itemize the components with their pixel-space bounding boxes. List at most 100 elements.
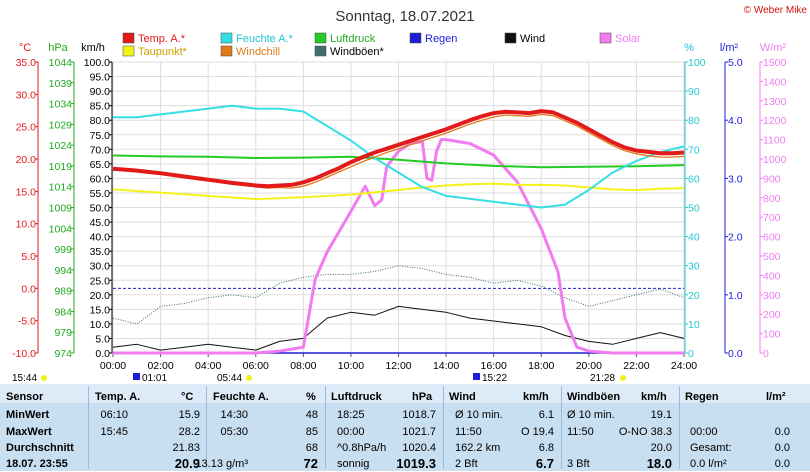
solar-axis-tick-label: 600	[763, 232, 781, 244]
humidity-axis-tick-label: 30	[688, 261, 700, 273]
rain-axis-tick-label: 3.0	[728, 173, 743, 185]
chart-grid	[112, 61, 685, 354]
stat-hum: 85	[305, 426, 318, 438]
header-temp-unit: °C	[181, 391, 194, 403]
solar-axis-tick-label: 300	[763, 290, 781, 302]
humidity-axis-tick-label: 60	[688, 173, 700, 185]
col-divider	[325, 386, 326, 469]
wind-axis-unit: km/h	[81, 42, 105, 54]
sunrise-time-label: 05:44	[217, 373, 242, 384]
temp-axis-tick-label: -10.0	[12, 348, 36, 360]
chart-series	[112, 104, 685, 355]
sunset-icon	[620, 375, 626, 381]
x-tick-label: 16:00	[481, 360, 507, 372]
wind-axis-tick-label: 5.0	[95, 333, 110, 345]
series-windböen	[112, 265, 685, 325]
wind-axis-tick-label: 20.0	[90, 290, 111, 302]
stat-press: 1020.4	[402, 442, 436, 454]
header-sensor: Sensor	[6, 391, 44, 403]
wind-axis-tick-label: 10.0	[90, 319, 111, 331]
x-tick-label: 02:00	[147, 360, 173, 372]
stat-rain-a: 0.0 l/m²	[690, 458, 727, 470]
stat-rain: 0.0	[774, 426, 790, 438]
header-rain: Regen	[685, 391, 719, 403]
stat-temp: 21.83	[172, 442, 200, 454]
sunset-time-label: 21:28	[590, 373, 615, 384]
stat-gust: O-NO 38.3	[618, 426, 672, 438]
humidity-axis-tick-label: 70	[688, 144, 700, 156]
chart-legend: Temp. A.* Feuchte A.* Luftdruck Regen Wind So…	[122, 32, 641, 58]
pressure-axis-tick-label: 979	[54, 327, 72, 339]
wind-axis-tick-label: 0.0	[95, 348, 110, 360]
legend-swatch	[122, 45, 135, 57]
stat-gust-a: 11:50	[567, 426, 594, 438]
legend-swatch	[314, 45, 327, 57]
humidity-axis-tick-label: 80	[688, 115, 700, 127]
x-tick-label: 22:00	[623, 360, 649, 372]
stat-press-time: ^0.8hPa/h	[337, 442, 387, 454]
rain-axis-tick-label: 4.0	[728, 115, 743, 127]
x-tick-label: 14:00	[433, 360, 459, 372]
solar-axis-tick-label: 1000	[763, 154, 787, 166]
pressure-axis-tick-label: 1019	[49, 161, 73, 173]
stat-wind-a: 2 Bft	[455, 458, 478, 470]
solar-axis-tick-label: 400	[763, 270, 781, 282]
rain-axis-tick-label: 0.0	[728, 348, 743, 360]
stat-hum: 48	[305, 409, 318, 421]
wind-axis-tick-label: 75.0	[90, 130, 111, 142]
pressure-axis-tick-label: 1029	[49, 119, 73, 131]
header-gust-unit: km/h	[641, 391, 667, 403]
stat-rain: 0.0	[774, 442, 790, 454]
stat-temp-time: 15:45	[100, 426, 128, 438]
stat-hum-time: 05:30	[220, 426, 248, 438]
x-tick-label: 12:00	[385, 360, 411, 372]
chart-title: Sonntag, 18.07.2021	[335, 8, 474, 25]
legend-label: Windchill	[236, 46, 280, 58]
pressure-axis-tick-label: 1014	[49, 182, 73, 194]
stat-rain-a: Gesamt:	[690, 442, 732, 454]
stat-wind-a: Ø 10 min.	[455, 409, 503, 421]
series-luftdruck	[112, 154, 685, 169]
moonrise-prev-label: 01:01	[142, 373, 167, 384]
legend-label: Solar	[615, 33, 641, 45]
humidity-axis-unit: %	[684, 42, 694, 54]
header-wind-unit: km/h	[523, 391, 549, 403]
temp-axis-tick-label: 20.0	[16, 154, 37, 166]
copyright-label: © Weber Mike	[744, 5, 808, 16]
solar-axis-tick-label: 700	[763, 212, 781, 224]
pressure-axis-tick-label: 1034	[49, 99, 73, 111]
solar-axis-tick-label: 200	[763, 309, 781, 321]
x-tick-label: 00:00	[100, 360, 126, 372]
temp-axis-tick-label: 25.0	[16, 122, 37, 134]
solar-axis-tick-label: 1100	[763, 135, 786, 147]
header-humidity: Feuchte A.	[213, 391, 269, 403]
stat-wind-a: 162.2 km	[455, 442, 501, 454]
solar-axis-unit: W/m²	[760, 42, 787, 54]
legend-label: Windböen*	[330, 46, 385, 58]
temp-axis-tick-label: 15.0	[16, 186, 37, 198]
stat-hum: 68	[305, 442, 318, 454]
col-divider	[88, 386, 89, 469]
stat-hum: 72	[303, 456, 318, 471]
header-pressure: Luftdruck	[331, 391, 382, 403]
stat-gust-a: 3 Bft	[567, 458, 590, 470]
stat-hum-time: 13.13 g/m³	[195, 458, 248, 470]
series-wind	[112, 305, 685, 351]
col-divider	[443, 386, 444, 469]
stat-gust-a: Ø 10 min.	[567, 409, 615, 421]
pressure-axis-tick-label: 1024	[49, 140, 73, 152]
moonset-icon	[133, 373, 140, 380]
stat-press: 1018.7	[402, 409, 436, 421]
solar-axis-tick-label: 800	[763, 193, 781, 205]
temp-axis-tick-label: 30.0	[16, 89, 37, 101]
rain-axis-tick-label: 1.0	[728, 290, 743, 302]
wind-axis-tick-label: 55.0	[90, 188, 111, 200]
moonset-icon-2	[473, 373, 480, 380]
col-divider	[679, 386, 680, 469]
stat-temp: 20.9	[174, 456, 200, 471]
sunrise-icon	[246, 375, 252, 381]
stat-wind: O 19.4	[520, 426, 554, 438]
series-taupunkt	[112, 182, 685, 201]
wind-axis-tick-label: 45.0	[90, 217, 111, 229]
chart-axes: 35.0 30.0 25.0 20.0 15.0 10.0 5.0 0.0 -5.0 -10.0 1…	[12, 57, 786, 372]
